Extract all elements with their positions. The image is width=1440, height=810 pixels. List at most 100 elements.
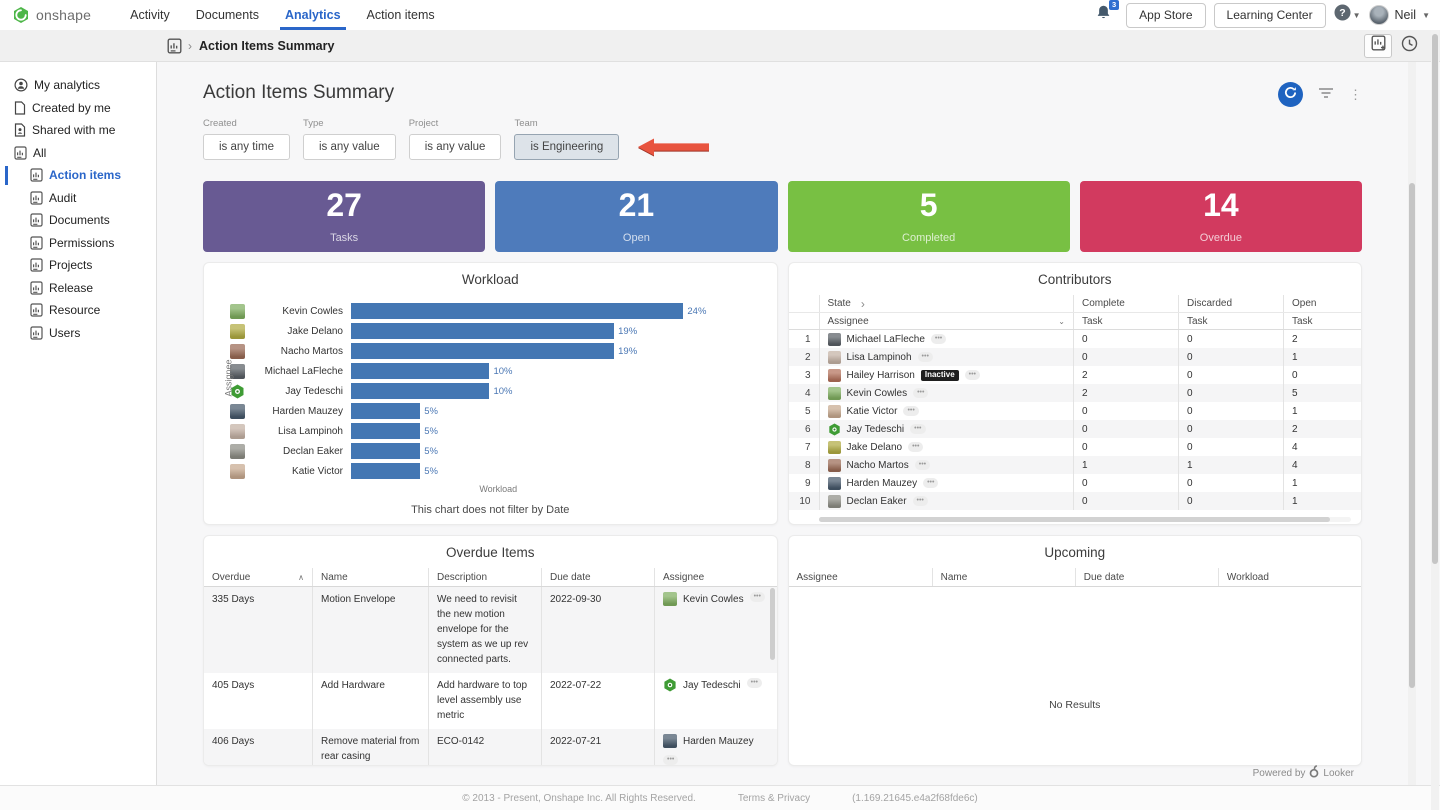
bar[interactable]	[351, 302, 684, 320]
table-row[interactable]: 1 Michael LaFleche ••• 0 0 2	[789, 330, 1362, 348]
avatar-nacho-martos	[827, 458, 841, 472]
bar[interactable]	[351, 402, 421, 420]
row-menu-button[interactable]: •••	[917, 351, 933, 363]
column-header-assignee[interactable]: Assignee	[654, 568, 777, 586]
refresh-button[interactable]	[1278, 82, 1303, 107]
scrollbar-thumb[interactable]	[1409, 183, 1415, 688]
row-menu-button[interactable]: •••	[923, 477, 939, 489]
report-icon	[30, 258, 43, 272]
filter-value-team[interactable]: is Engineering	[514, 134, 620, 160]
terms-privacy-link[interactable]: Terms & Privacy	[737, 792, 811, 804]
column-header-workload[interactable]: Workload	[1217, 568, 1361, 586]
sidebar-item-users[interactable]: Users	[0, 322, 156, 345]
column-header-description[interactable]: Description	[428, 568, 541, 586]
state-header[interactable]: State ›	[818, 295, 1074, 312]
bar-track: 19%	[351, 322, 767, 340]
table-row[interactable]: 9 Harden Mauzey ••• 0 0 1	[789, 474, 1362, 492]
bar[interactable]	[351, 442, 421, 460]
nav-item-analytics[interactable]: Analytics	[272, 0, 354, 30]
nav-item-action-items[interactable]: Action items	[366, 8, 435, 22]
measure-header[interactable]: Task	[1178, 313, 1283, 329]
filter-value-type[interactable]: is any value	[302, 134, 396, 160]
measure-header[interactable]: Task	[1073, 313, 1178, 329]
more-options-button[interactable]: ⋮	[1349, 87, 1362, 102]
table-row[interactable]: 8 Nacho Martos ••• 1 1 4	[788, 456, 1361, 474]
history-button[interactable]	[1401, 35, 1418, 57]
row-menu-button[interactable]: •••	[903, 405, 919, 417]
row-menu-button[interactable]: •••	[930, 333, 947, 345]
bar[interactable]	[351, 342, 615, 360]
assignee-header-label: Assignee	[827, 315, 869, 327]
scrollbar-thumb[interactable]	[1432, 34, 1438, 564]
row-menu-button[interactable]: •••	[914, 459, 931, 471]
filter-value-project[interactable]: is any value	[408, 134, 502, 160]
bar[interactable]	[351, 322, 615, 340]
nav-item-documents[interactable]: Documents	[195, 8, 259, 22]
clock-icon	[1401, 35, 1418, 57]
group-column-open[interactable]: Open	[1283, 295, 1361, 312]
row-menu-button[interactable]: •••	[749, 592, 765, 603]
column-header-name[interactable]: Name	[931, 568, 1075, 586]
table-row[interactable]: 406 Days Remove material from rear casing…	[204, 729, 777, 765]
sidebar-item-shared-with-me[interactable]: Shared with me	[0, 119, 156, 142]
row-menu-button[interactable]: •••	[908, 441, 924, 453]
filter-value-created[interactable]: is any time	[203, 134, 290, 160]
column-header-due-date[interactable]: Due date	[541, 568, 654, 586]
avatar-michael-lafleche	[827, 332, 841, 346]
sidebar-item-permissions[interactable]: Permissions	[0, 232, 156, 255]
scrollbar-thumb[interactable]	[769, 588, 775, 660]
group-column-complete[interactable]: Complete	[1073, 295, 1178, 312]
bar[interactable]	[351, 382, 490, 400]
sidebar-item-release[interactable]: Release	[0, 277, 156, 300]
column-header-overdue[interactable]: Overdue ∧	[204, 568, 312, 586]
column-header-label: Assignee	[796, 571, 838, 583]
sidebar-item-projects[interactable]: Projects	[0, 254, 156, 277]
row-menu-button[interactable]: •••	[912, 495, 928, 507]
table-row[interactable]: 5 Katie Victor ••• 0 0 1	[789, 402, 1362, 420]
table-row[interactable]: 10 Declan Eaker ••• 0 0 1	[788, 492, 1361, 510]
sidebar-item-resource[interactable]: Resource	[0, 299, 156, 322]
table-row[interactable]: 7 Jake Delano ••• 0 0 4	[789, 438, 1362, 456]
scrollbar-thumb[interactable]	[818, 517, 1330, 522]
table-row[interactable]: 6 Jay Tedeschi ••• 0 0 2	[788, 420, 1361, 438]
row-menu-button[interactable]: •••	[910, 423, 926, 435]
onshape-logo[interactable]: onshape	[0, 6, 91, 24]
sidebar-item-documents[interactable]: Documents	[0, 209, 156, 232]
new-report-button[interactable]	[1364, 33, 1392, 58]
avatar-jay-tedeschi	[663, 678, 677, 692]
avatar-harden-mauzey	[663, 734, 677, 748]
table-row[interactable]: 4 Kevin Cowles ••• 2 0 5	[788, 384, 1361, 402]
app-store-button[interactable]: App Store	[1126, 2, 1206, 28]
nav-item-activity[interactable]: Activity	[130, 8, 170, 22]
user-menu-button[interactable]: Neil ▼	[1368, 5, 1430, 25]
filter-project: Project is any value	[408, 118, 502, 160]
filters-button[interactable]	[1318, 86, 1334, 104]
help-menu-button[interactable]: ? ▼	[1334, 4, 1361, 26]
kpi-label: Overdue	[1199, 232, 1242, 244]
description-cell: ECO-0142	[428, 729, 541, 765]
sidebar-item-created-by-me[interactable]: Created by me	[0, 97, 156, 120]
bar[interactable]	[351, 422, 421, 440]
sidebar-item-my-analytics[interactable]: My analytics	[0, 74, 156, 97]
column-header-assignee[interactable]: Assignee	[789, 568, 932, 586]
row-menu-button[interactable]: •••	[746, 678, 762, 689]
notifications-button[interactable]: 3	[1095, 0, 1120, 26]
table-row[interactable]: 3 Hailey Harrison Inactive ••• 2 0 0	[789, 366, 1362, 384]
table-row[interactable]: 405 Days Add Hardware Add hardware to top …	[204, 673, 777, 729]
sidebar-item-audit[interactable]: Audit	[0, 187, 156, 210]
learning-center-button[interactable]: Learning Center	[1213, 2, 1326, 28]
sidebar-item-all[interactable]: All	[0, 142, 156, 165]
row-menu-button[interactable]: •••	[663, 755, 679, 765]
group-column-discarded[interactable]: Discarded	[1178, 295, 1283, 312]
column-header-due-date[interactable]: Due date	[1074, 568, 1218, 586]
row-menu-button[interactable]: •••	[964, 369, 981, 381]
row-menu-button[interactable]: •••	[913, 387, 929, 399]
measure-header[interactable]: Task	[1283, 313, 1361, 329]
sidebar-item-action-items[interactable]: Action items	[0, 164, 156, 187]
bar[interactable]	[351, 462, 421, 480]
bar[interactable]	[351, 362, 490, 380]
column-header-name[interactable]: Name	[312, 568, 428, 586]
table-row[interactable]: 335 Days Motion Envelope We need to revisi…	[204, 587, 777, 673]
table-row[interactable]: 2 Lisa Lampinoh ••• 0 0 1	[788, 348, 1361, 366]
assignee-header[interactable]: Assignee ⌄	[818, 313, 1074, 329]
